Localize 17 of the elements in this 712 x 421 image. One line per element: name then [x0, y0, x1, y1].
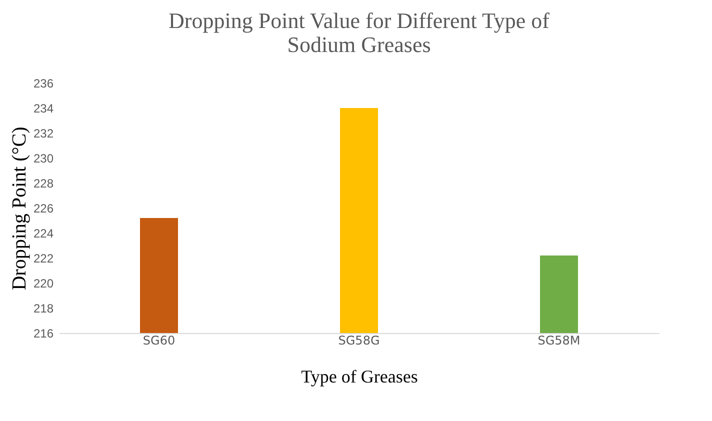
y-tick-label: 222 — [33, 252, 54, 266]
y-tick-label: 232 — [33, 126, 54, 140]
y-tick-label: 234 — [33, 102, 54, 116]
chart-title: Dropping Point Value for Different Type of Sodium Greases — [168, 8, 550, 57]
y-tick-label: 216 — [33, 326, 54, 340]
y-tick-label: 230 — [33, 152, 54, 166]
y-tick-label: 218 — [33, 302, 54, 316]
y-axis-title: Dropping Point (°C) — [8, 126, 30, 290]
y-tick-label: 226 — [33, 202, 54, 216]
y-tick-label: 224 — [33, 226, 54, 240]
y-tick-label: 220 — [33, 276, 54, 290]
x-tick-label: SG60 — [142, 334, 176, 348]
y-tick-label: 228 — [33, 176, 54, 190]
y-tick-label: 236 — [33, 76, 54, 90]
x-axis-title: Type of Greases — [301, 366, 418, 386]
x-tick-label: SG58G — [338, 334, 380, 348]
x-tick-label: SG58M — [538, 334, 580, 348]
